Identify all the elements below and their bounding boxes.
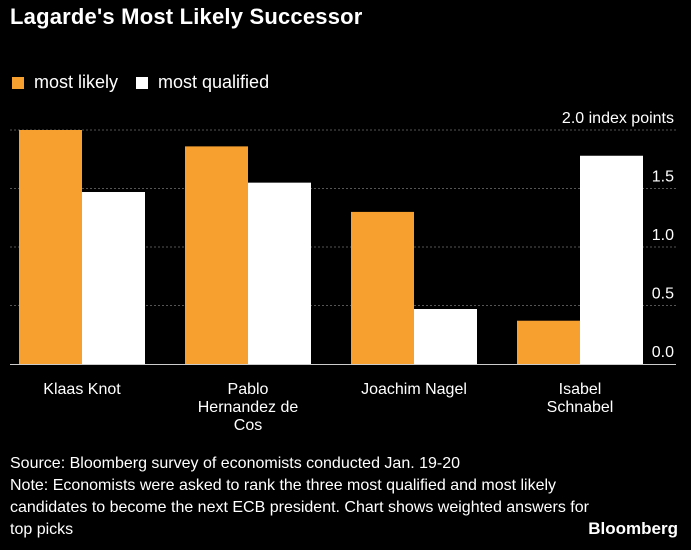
chart-footer: Source: Bloomberg survey of economists c… — [10, 453, 590, 541]
bar-most-qualified-0 — [82, 192, 145, 364]
legend-item-most-qualified: most qualified — [136, 72, 269, 93]
y-tick-label: 1.0 — [652, 227, 674, 244]
x-tick-label: Joachim Nagel — [361, 381, 467, 398]
bar-most-qualified-3 — [580, 155, 643, 364]
bar-most-likely-3 — [517, 320, 580, 364]
legend-label-most-likely: most likely — [34, 72, 119, 92]
legend-swatch-most-likely — [12, 76, 24, 89]
source-note: Source: Bloomberg survey of economists c… — [10, 455, 461, 472]
x-tick-label: Isabel Schnabel — [547, 381, 614, 416]
bar-most-likely-2 — [351, 211, 414, 364]
y-tick-label: 1.5 — [652, 169, 674, 186]
y-tick-label: 2.0 index points — [562, 110, 674, 127]
legend-label-most-qualified: most qualified — [158, 72, 270, 92]
bar-most-likely-0 — [19, 130, 82, 364]
legend-item-most-likely: most likely — [12, 72, 118, 93]
bar-most-likely-1 — [185, 146, 248, 364]
methodology-note: Note: Economists were asked to rank the … — [10, 477, 589, 538]
bar-most-qualified-1 — [248, 182, 311, 364]
chart-legend: most likely most qualified — [12, 72, 287, 93]
y-tick-label: 0.5 — [652, 286, 674, 303]
bloomberg-logo: Bloomberg — [588, 519, 678, 538]
y-tick-label: 0.0 — [652, 344, 674, 361]
legend-swatch-most-qualified — [136, 76, 149, 89]
bar-most-qualified-2 — [414, 309, 477, 364]
x-tick-label: Klaas Knot — [43, 381, 121, 398]
chart-title: Lagarde's Most Likely Successor — [10, 4, 363, 29]
x-tick-label: Pablo Hernandez de Cos — [198, 381, 299, 434]
